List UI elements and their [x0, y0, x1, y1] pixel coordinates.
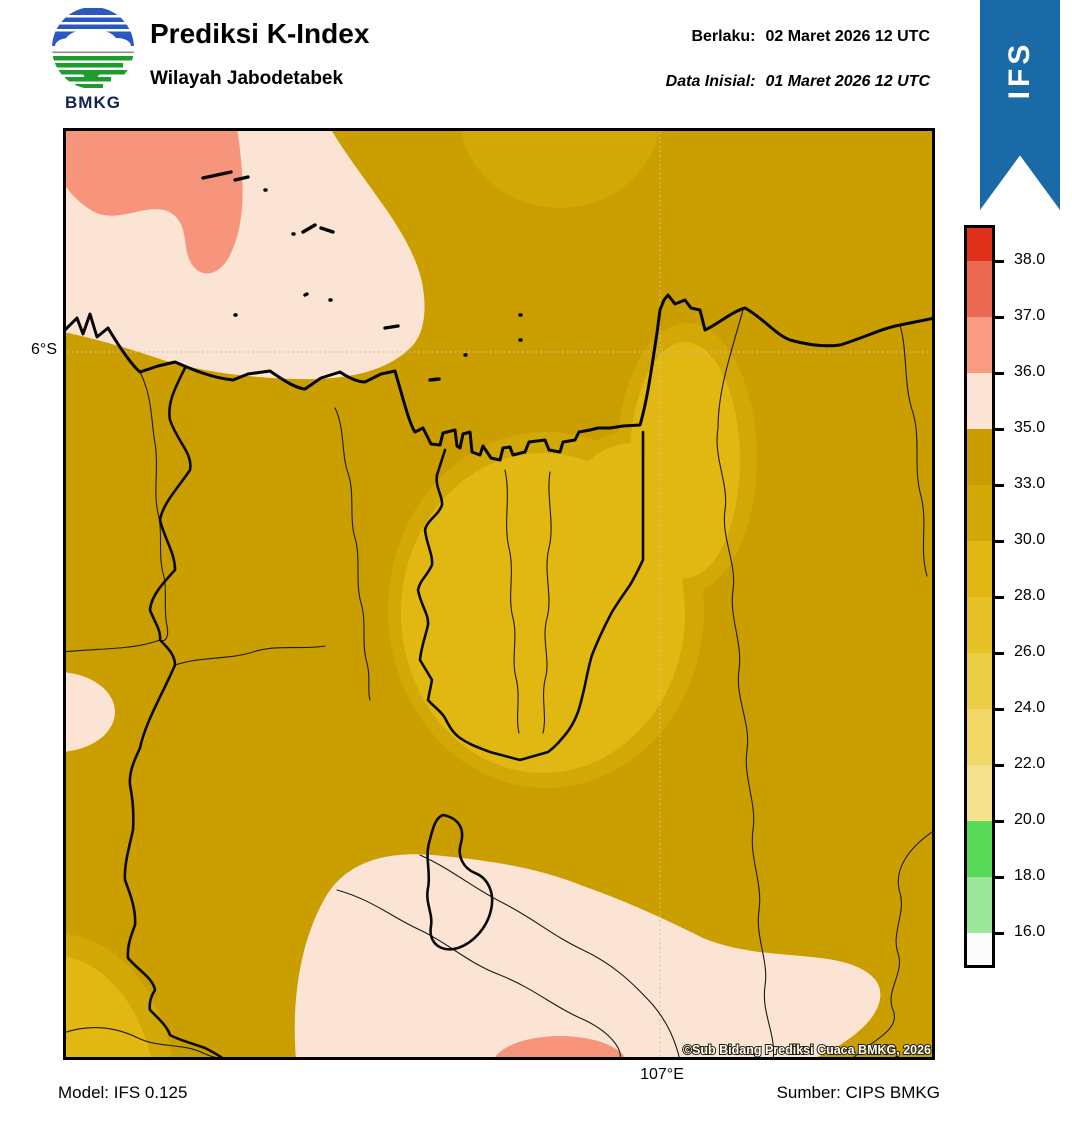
fill-gold-sea	[460, 128, 660, 208]
islands	[201, 170, 523, 382]
fill-gold-inner3	[563, 443, 703, 603]
colorbar-tick-label: 20.0	[1014, 811, 1046, 828]
colorbar-segment	[967, 261, 992, 317]
colorbar-tick	[995, 595, 1004, 599]
map-frame	[63, 128, 935, 1060]
colorbar-segment	[967, 709, 992, 765]
page-title: Prediksi K-Index	[150, 18, 370, 49]
model-info: Model: IFS 0.125	[58, 1083, 188, 1102]
colorbar-tick-label: 18.0	[1014, 867, 1046, 884]
colorbar-segment	[967, 877, 992, 933]
colorbar-tick-label: 36.0	[1014, 363, 1046, 380]
colorbar-tick	[995, 819, 1004, 823]
colorbar-segment	[967, 597, 992, 653]
valid-time: Berlaku: 02 Maret 2026 12 UTC	[691, 28, 930, 46]
colorbar-segment	[967, 653, 992, 709]
colorbar-tick-label: 26.0	[1014, 643, 1046, 660]
fill-pink-bottom	[294, 854, 881, 1060]
colorbar-segment	[967, 541, 992, 597]
colorbar-tick	[995, 763, 1004, 767]
colorbar-tick-label: 38.0	[1014, 251, 1046, 268]
colorbar-tick	[995, 651, 1004, 655]
model-ribbon-label: IFS	[1003, 40, 1036, 100]
latitude-label: 6°S	[31, 341, 57, 358]
coastline	[63, 293, 935, 462]
colorbar-tick	[995, 427, 1004, 431]
initial-time-label: Data Inisial:	[665, 73, 756, 90]
fill-salmon-bottom	[493, 1036, 627, 1060]
colorbar-segment	[967, 373, 992, 429]
colorbar-tick-label: 28.0	[1014, 587, 1046, 604]
colorbar-tick-label: 22.0	[1014, 755, 1046, 772]
colorbar-segment	[967, 485, 992, 541]
initial-time-value: 01 Maret 2026 12 UTC	[765, 73, 930, 90]
colorbar-segment	[967, 317, 992, 373]
valid-time-value: 02 Maret 2026 12 UTC	[765, 28, 930, 45]
k-index-map: ©Sub Bidang Prediksi Cuaca BMKG, 2026	[63, 128, 935, 1060]
bmkg-logo-icon	[52, 7, 134, 89]
colorbar-tick	[995, 931, 1004, 935]
colorbar-tick	[995, 483, 1004, 487]
initial-time: Data Inisial: 01 Maret 2026 12 UTC	[666, 73, 930, 91]
longitude-label: 107°E	[640, 1066, 684, 1083]
colorbar-tick	[995, 315, 1004, 319]
colorbar-tick	[995, 707, 1004, 711]
colorbar-segment	[967, 821, 992, 877]
colorbar-tick-label: 24.0	[1014, 699, 1046, 716]
province-boundaries	[123, 366, 645, 1060]
bmkg-logo-label: BMKG	[65, 93, 121, 112]
gridlines	[63, 128, 935, 1060]
colorbar-tick-label: 30.0	[1014, 531, 1046, 548]
map-copyright: ©Sub Bidang Prediksi Cuaca BMKG, 2026	[683, 1043, 931, 1057]
page-subtitle: Wilayah Jabodetabek	[150, 68, 344, 89]
colorbar-legend: 38.0 37.0 36.0 35.0 33.0 30.0 28.0 26.0 24.0 22.0…	[964, 225, 1072, 968]
colorbar-tick	[995, 875, 1004, 879]
colorbar-tick	[995, 259, 1004, 263]
colorbar-tick	[995, 371, 1004, 375]
colorbar-tick	[995, 539, 1004, 543]
valid-time-label: Berlaku:	[691, 28, 756, 45]
bmkg-logo: BMKG	[50, 6, 136, 113]
colorbar-segment	[967, 429, 992, 485]
colorbar-segment	[967, 765, 992, 821]
colorbar-bar	[964, 225, 995, 968]
forecast-map: ©Sub Bidang Prediksi Cuaca BMKG, 2026	[63, 128, 935, 1060]
colorbar-tick-label: 16.0	[1014, 923, 1046, 940]
colorbar-segment	[967, 933, 992, 965]
fill-salmon-topleft	[63, 128, 243, 274]
colorbar-tick-label: 37.0	[1014, 307, 1046, 324]
model-ribbon: IFS	[980, 0, 1060, 210]
colorbar-tick-label: 35.0	[1014, 419, 1046, 436]
colorbar-tick-label: 33.0	[1014, 475, 1046, 492]
fill-pink-left	[63, 672, 115, 752]
source-info: Sumber: CIPS BMKG	[776, 1083, 940, 1102]
colorbar-segment	[967, 228, 992, 261]
